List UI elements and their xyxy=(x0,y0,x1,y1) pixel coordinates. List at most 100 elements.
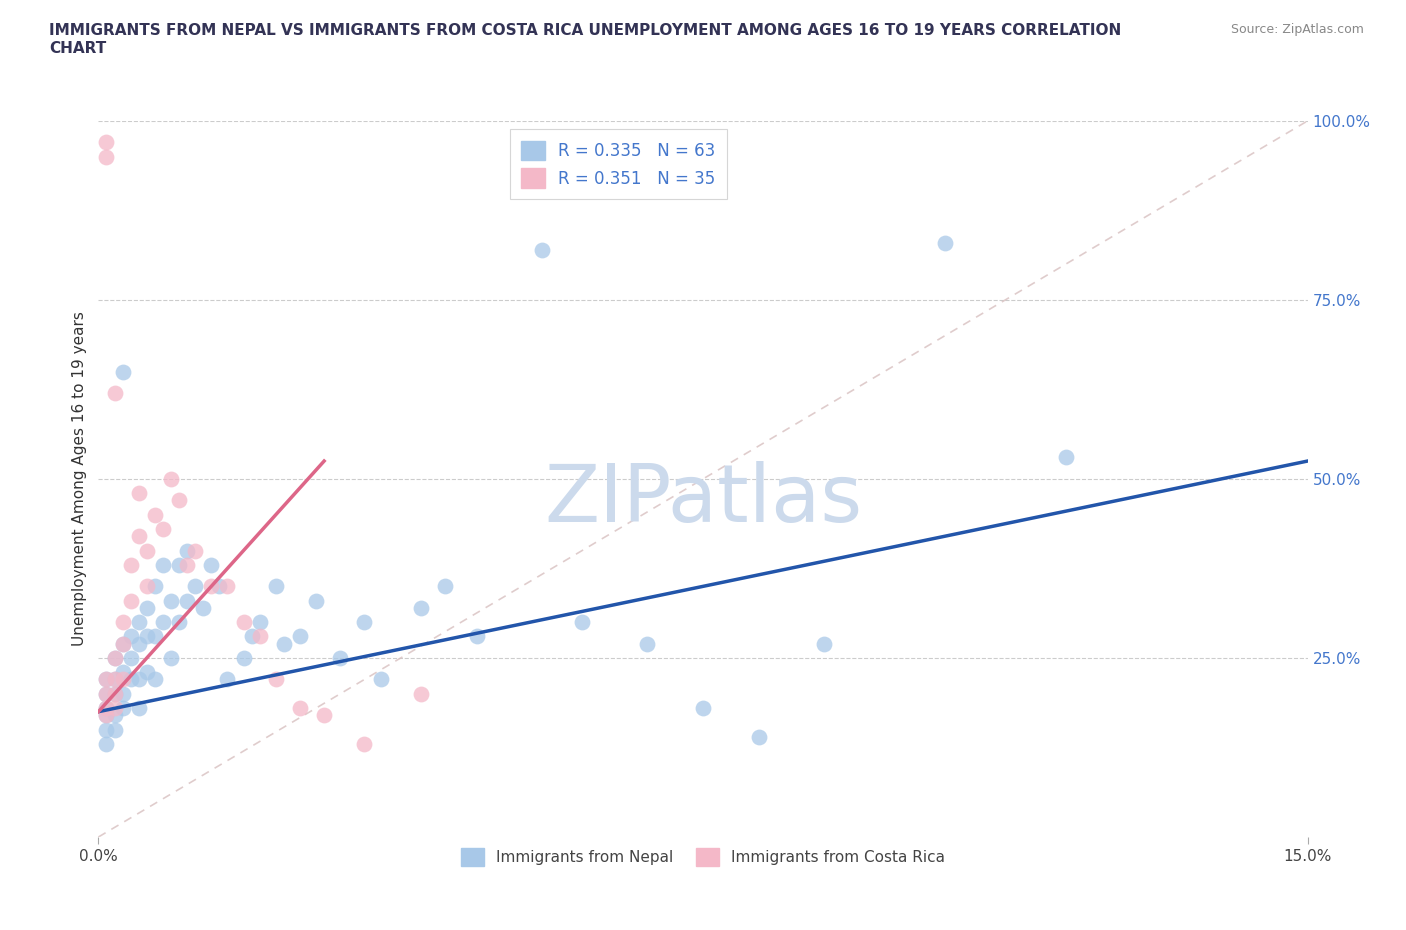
Point xyxy=(217,578,239,594)
Point xyxy=(176,557,198,572)
Point xyxy=(167,615,190,630)
Point xyxy=(103,386,125,401)
Point xyxy=(264,578,287,594)
Point xyxy=(103,651,125,666)
Point xyxy=(288,629,311,644)
Point xyxy=(208,578,231,594)
Point xyxy=(96,737,118,751)
Point xyxy=(96,708,118,723)
Point xyxy=(692,700,714,715)
Point xyxy=(240,629,263,644)
Point xyxy=(288,700,311,715)
Point xyxy=(200,578,222,594)
Y-axis label: Unemployment Among Ages 16 to 19 years: Unemployment Among Ages 16 to 19 years xyxy=(72,312,87,646)
Point xyxy=(96,722,118,737)
Point xyxy=(232,615,254,630)
Point xyxy=(103,686,125,701)
Point xyxy=(96,672,118,687)
Point xyxy=(160,651,183,666)
Point xyxy=(329,651,352,666)
Point xyxy=(120,629,142,644)
Point xyxy=(96,686,118,701)
Point xyxy=(636,636,658,651)
Point xyxy=(135,665,157,680)
Point xyxy=(103,672,125,687)
Point xyxy=(111,636,134,651)
Point xyxy=(96,700,118,715)
Point xyxy=(103,651,125,666)
Point xyxy=(128,636,150,651)
Point xyxy=(111,615,134,630)
Point xyxy=(370,672,392,687)
Point xyxy=(111,636,134,651)
Point xyxy=(96,700,118,715)
Point xyxy=(530,243,553,258)
Point xyxy=(167,493,190,508)
Point xyxy=(176,593,198,608)
Point xyxy=(571,615,593,630)
Point xyxy=(135,601,157,616)
Point xyxy=(748,729,770,744)
Point xyxy=(409,686,432,701)
Point xyxy=(200,557,222,572)
Point xyxy=(217,672,239,687)
Point xyxy=(143,578,166,594)
Point xyxy=(434,578,457,594)
Point xyxy=(120,593,142,608)
Point xyxy=(120,672,142,687)
Point xyxy=(249,615,271,630)
Point xyxy=(128,615,150,630)
Point xyxy=(111,665,134,680)
Point xyxy=(135,578,157,594)
Point xyxy=(143,508,166,523)
Point xyxy=(143,629,166,644)
Point xyxy=(120,557,142,572)
Point xyxy=(103,700,125,715)
Point xyxy=(353,737,375,751)
Point xyxy=(264,672,287,687)
Point xyxy=(152,557,174,572)
Point xyxy=(813,636,835,651)
Point xyxy=(152,522,174,537)
Point xyxy=(103,722,125,737)
Point xyxy=(184,578,207,594)
Point xyxy=(103,672,125,687)
Text: IMMIGRANTS FROM NEPAL VS IMMIGRANTS FROM COSTA RICA UNEMPLOYMENT AMONG AGES 16 T: IMMIGRANTS FROM NEPAL VS IMMIGRANTS FROM… xyxy=(49,23,1122,56)
Point xyxy=(176,543,198,558)
Point xyxy=(135,543,157,558)
Point xyxy=(96,135,118,150)
Point xyxy=(232,651,254,666)
Point xyxy=(120,651,142,666)
Point xyxy=(135,629,157,644)
Point xyxy=(1054,450,1077,465)
Point xyxy=(160,593,183,608)
Point xyxy=(96,708,118,723)
Point xyxy=(111,672,134,687)
Point xyxy=(353,615,375,630)
Point xyxy=(128,700,150,715)
Text: ZIPatlas: ZIPatlas xyxy=(544,461,862,539)
Point xyxy=(184,543,207,558)
Point xyxy=(193,601,215,616)
Point xyxy=(249,629,271,644)
Point xyxy=(934,235,956,250)
Point xyxy=(128,529,150,544)
Point xyxy=(103,686,125,701)
Point xyxy=(167,557,190,572)
Point xyxy=(160,472,183,486)
Point xyxy=(111,686,134,701)
Point xyxy=(152,615,174,630)
Point xyxy=(96,672,118,687)
Point xyxy=(96,686,118,701)
Point xyxy=(111,700,134,715)
Point xyxy=(465,629,488,644)
Point xyxy=(314,708,336,723)
Point xyxy=(143,672,166,687)
Point xyxy=(128,485,150,500)
Point xyxy=(273,636,295,651)
Point xyxy=(103,708,125,723)
Text: Source: ZipAtlas.com: Source: ZipAtlas.com xyxy=(1230,23,1364,36)
Point xyxy=(305,593,328,608)
Point xyxy=(409,601,432,616)
Point xyxy=(96,150,118,165)
